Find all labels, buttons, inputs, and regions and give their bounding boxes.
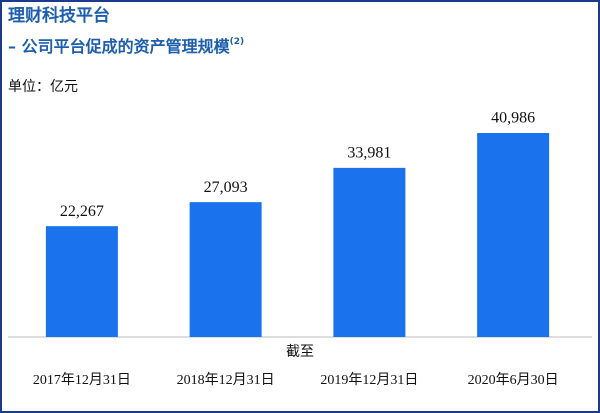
chart-subtitle: – 公司平台促成的资产管理规模(2)	[8, 37, 244, 56]
x-tick-label: 2020年6月30日	[468, 372, 559, 388]
subtitle-note: (2)	[230, 37, 245, 47]
bar	[333, 167, 406, 337]
chart-title: 理财科技平台	[8, 5, 110, 26]
x-axis-label: 截至	[286, 344, 314, 360]
bar	[189, 202, 262, 337]
unit-label: 单位：亿元	[8, 79, 78, 95]
value-label: 27,093	[204, 179, 248, 196]
value-label: 33,981	[347, 145, 391, 162]
bar	[477, 133, 550, 337]
value-label: 40,986	[491, 110, 535, 127]
bar	[45, 226, 118, 337]
x-tick-label: 2017年12月31日	[33, 372, 131, 388]
value-label: 22,267	[60, 203, 104, 220]
x-tick-label: 2018年12月31日	[177, 372, 275, 388]
subtitle-text: – 公司平台促成的资产管理规模	[8, 37, 231, 56]
x-tick-label: 2019年12月31日	[320, 372, 418, 388]
